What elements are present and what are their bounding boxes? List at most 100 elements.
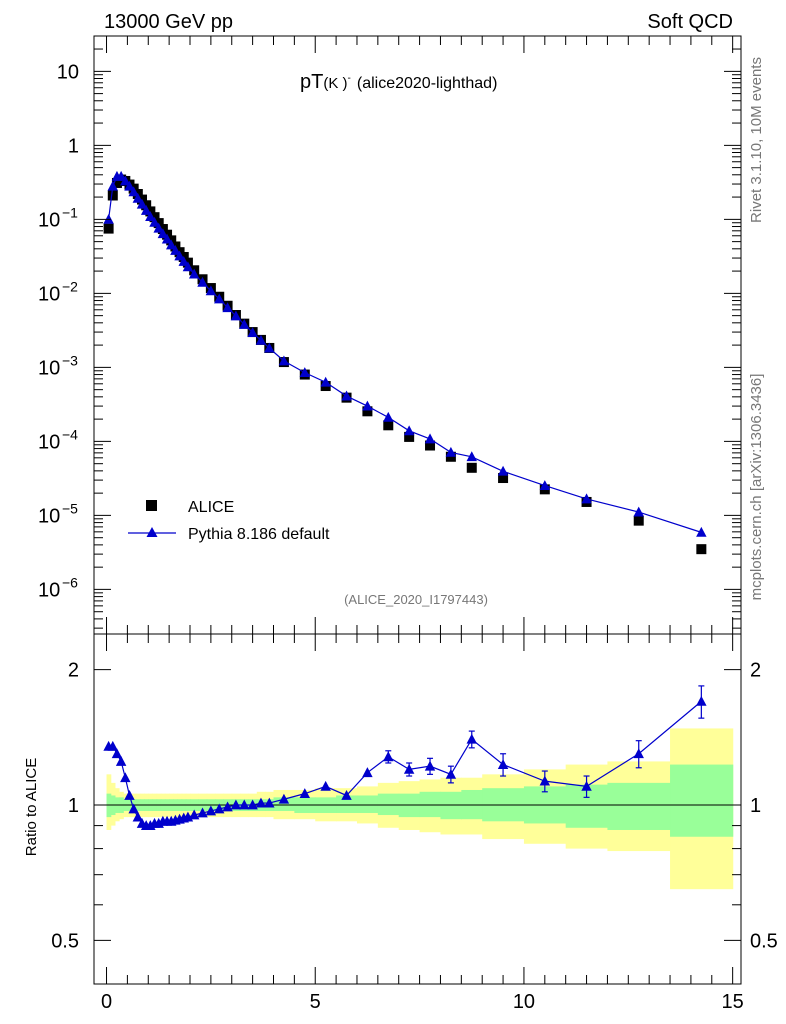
- pythia-point: [124, 180, 135, 191]
- pythia-point: [239, 318, 250, 329]
- title-particle-sup: -: [348, 73, 351, 84]
- ratio-point: [205, 805, 217, 816]
- pythia-point: [445, 446, 457, 457]
- pythia-point: [383, 411, 394, 422]
- ratio-point: [107, 740, 119, 751]
- ratio-point: [239, 799, 250, 810]
- top-data-layer: [103, 170, 707, 555]
- pythia-point: [136, 198, 148, 209]
- pythia-line: [108, 175, 702, 533]
- legend-pythia-marker: [146, 527, 158, 537]
- ratio-point: [255, 797, 267, 808]
- ratio-y-tick-label: 0.5: [51, 930, 79, 952]
- ratio-band-inner: [670, 764, 734, 837]
- y-tick-label: 1: [68, 135, 79, 157]
- title-tag: (alice2020-lighthad): [357, 75, 498, 92]
- pythia-point: [103, 213, 114, 224]
- ratio-point: [466, 733, 477, 744]
- pythia-point: [424, 433, 436, 444]
- pythia-point: [403, 425, 415, 436]
- ratio-y-tick-label: 2: [750, 660, 761, 682]
- ratio-point: [222, 801, 233, 812]
- pythia-point: [115, 170, 127, 181]
- x-tick-label: 15: [722, 991, 744, 1013]
- legend-alice-marker: [146, 500, 157, 511]
- pythia-point: [197, 276, 208, 287]
- pythia-point: [188, 268, 200, 279]
- pythia-point: [140, 204, 152, 215]
- ratio-data-layer: [94, 685, 741, 890]
- pythia-point: [132, 192, 144, 203]
- pythia-point: [633, 506, 644, 517]
- x-tick-label: 10: [513, 991, 535, 1013]
- ratio-point: [128, 803, 139, 814]
- pythia-point: [341, 390, 352, 401]
- pythia-point: [264, 342, 275, 353]
- ratio-y-tick-label: 1: [68, 795, 79, 817]
- header-right-label: Soft QCD: [647, 11, 733, 33]
- alice-point: [103, 223, 114, 234]
- rivet-version-label: Rivet 3.1.10, 10M events: [748, 57, 765, 223]
- y-tick-exponent: −6: [62, 574, 78, 590]
- pythia-point: [128, 186, 139, 197]
- ratio-point: [383, 751, 394, 762]
- ratio-point: [299, 788, 311, 799]
- pythia-point: [278, 355, 290, 366]
- pythia-point: [497, 465, 509, 476]
- ratio-point: [320, 780, 331, 791]
- pythia-point: [299, 367, 311, 378]
- ratio-point: [230, 799, 242, 810]
- ratio-point: [403, 763, 415, 774]
- pythia-point: [178, 255, 189, 266]
- ratio-band-inner: [356, 795, 379, 813]
- legend-alice-label: ALICE: [188, 499, 234, 516]
- ratio-point: [341, 789, 352, 800]
- x-axis: 0 5 10 15: [101, 36, 744, 1013]
- pythia-point: [696, 526, 707, 537]
- y-tick-label: 10: [57, 61, 79, 83]
- ratio-y-axis: 0.5 0.5 1 1 2 2: [51, 660, 778, 953]
- y-tick-exponent: −2: [62, 278, 78, 294]
- pythia-point: [230, 310, 242, 321]
- pythia-point: [182, 261, 194, 272]
- ratio-y-tick-label: 1: [750, 795, 761, 817]
- pythia-point: [165, 239, 177, 250]
- pythia-point: [222, 302, 233, 313]
- pythia-point: [205, 285, 217, 296]
- pythia-point: [107, 180, 119, 191]
- pythia-point: [362, 400, 373, 411]
- pythia-point: [320, 376, 331, 387]
- y-tick-exponent: −4: [62, 426, 78, 442]
- pythia-point: [157, 228, 169, 239]
- pythia-point: [247, 327, 258, 338]
- ratio-band-inner: [419, 791, 442, 818]
- ratio-point: [197, 807, 208, 818]
- y-tick-exponent: −5: [62, 500, 78, 516]
- ratio-point: [124, 789, 135, 800]
- ratio-band-inner: [377, 793, 400, 816]
- pythia-point: [161, 233, 173, 244]
- title-main: pT: [300, 71, 323, 93]
- ratio-point: [581, 780, 592, 791]
- alice-point: [498, 473, 509, 484]
- pythia-point: [581, 493, 592, 504]
- y-tick-label: 10: [38, 431, 60, 453]
- pythia-point: [214, 293, 225, 304]
- alice-point: [362, 406, 373, 417]
- pythia-point: [145, 211, 156, 221]
- ratio-point: [188, 809, 200, 820]
- y-tick-exponent: −3: [62, 352, 78, 368]
- ratio-band-inner: [607, 782, 671, 830]
- alice-point: [633, 515, 644, 526]
- plot-title: pT(K )- (alice2020-lighthad): [300, 71, 497, 93]
- x-tick-label: 0: [101, 991, 112, 1013]
- pythia-point: [174, 250, 185, 261]
- alice-point: [107, 190, 118, 201]
- analysis-id-label: (ALICE_2020_I1797443): [344, 592, 488, 607]
- x-tick-label: 5: [310, 991, 321, 1013]
- y-tick-label: 10: [38, 283, 60, 305]
- y-tick-label: 10: [38, 579, 60, 601]
- ratio-point: [111, 748, 123, 759]
- alice-point: [425, 440, 436, 451]
